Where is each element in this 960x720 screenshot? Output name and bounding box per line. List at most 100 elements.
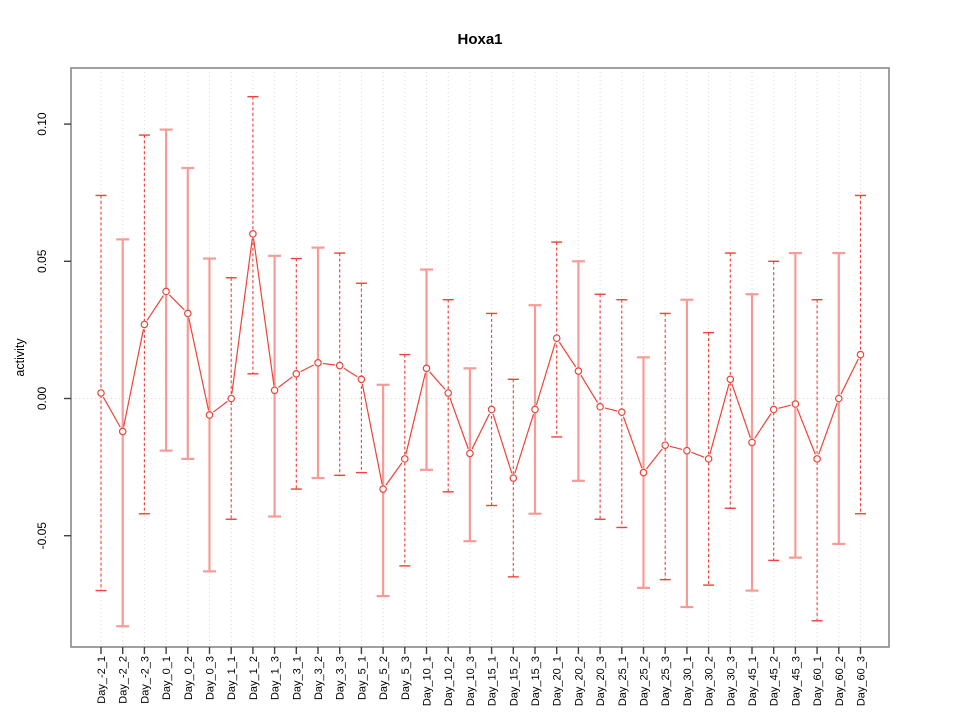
series-segment	[169, 294, 185, 311]
series-segment	[449, 397, 469, 450]
series-segment	[123, 328, 145, 427]
x-tick-label: Day_-2_3	[139, 656, 151, 704]
x-tick-label: Day_20_2	[573, 656, 585, 706]
x-tick-label: Day_5_2	[378, 656, 390, 700]
data-point	[661, 441, 670, 449]
data-point	[813, 455, 821, 463]
x-tick-label: Day_60_2	[834, 656, 846, 706]
x-tick-label: Day_3_2	[313, 656, 325, 700]
data-point	[704, 455, 713, 463]
x-tick-label: Day_15_3	[530, 656, 542, 706]
series-segment	[146, 295, 164, 321]
series-segment	[778, 404, 791, 409]
x-tick-label: Day_15_2	[508, 656, 520, 706]
data-point	[552, 334, 561, 342]
x-tick-label: Day_60_1	[812, 656, 824, 706]
data-point	[400, 455, 409, 463]
series-segment	[322, 362, 336, 366]
series-segment	[709, 383, 730, 455]
x-tick-label: Day_25_3	[660, 656, 672, 706]
y-tick-label: 0.10	[35, 112, 49, 136]
plot-border	[70, 67, 890, 648]
series-segment	[646, 448, 663, 470]
data-point	[205, 411, 214, 419]
x-tick-label: Day_1_1	[226, 656, 238, 700]
data-point	[487, 405, 496, 414]
data-point	[769, 405, 778, 414]
series-segment	[754, 413, 772, 439]
y-tick-label: -0.05	[35, 522, 49, 550]
series-segment	[405, 372, 426, 455]
series-segment	[361, 383, 383, 485]
x-tick-label: Day_10_3	[465, 656, 477, 706]
vertical-gridlines	[100, 68, 861, 647]
series-segment	[385, 462, 403, 486]
data-point	[726, 375, 735, 384]
data-point	[357, 375, 366, 384]
data-points	[97, 230, 865, 493]
data-point	[596, 402, 604, 411]
data-point	[97, 389, 105, 397]
series-segment	[840, 358, 859, 395]
series-segment	[558, 341, 577, 368]
error-bars	[95, 95, 866, 628]
x-tick-label: Day_25_2	[639, 656, 651, 706]
x-tick-label: Day_45_2	[769, 656, 781, 706]
data-point	[249, 230, 257, 238]
y-tick-labels: 0.10 0.05 0.00 -0.05	[35, 112, 49, 549]
y-tick-label: 0.05	[35, 249, 49, 273]
x-tick-labels: Day_-2_1 Day_-2_2 Day_-2_3 Day_0_1 Day_0_2 Da…	[96, 656, 868, 706]
plot-box	[70, 67, 890, 648]
series-segment	[818, 402, 838, 455]
x-tick-label: Day_0_1	[161, 656, 173, 700]
x-tick-label: Day_15_1	[487, 656, 499, 706]
x-axis-ticks	[100, 647, 862, 654]
x-tick-label: Day_30_3	[725, 656, 737, 706]
x-tick-label: Day_25_1	[617, 656, 629, 706]
data-point	[379, 485, 387, 493]
series-segment	[343, 367, 358, 378]
y-axis-title: activity	[13, 338, 27, 377]
x-tick-label: Day_-2_1	[96, 656, 108, 704]
x-tick-label: Day_1_2	[248, 656, 260, 700]
chart-title: Hoxa1	[457, 31, 502, 48]
series-line	[102, 238, 859, 486]
data-point	[574, 367, 583, 375]
data-point	[683, 446, 691, 455]
x-tick-label: Day_20_3	[595, 656, 607, 706]
x-tick-label: Day_0_2	[183, 656, 195, 700]
data-point	[748, 438, 756, 447]
series-segment	[669, 445, 683, 451]
data-point	[791, 400, 800, 408]
data-point	[140, 320, 149, 329]
data-point	[444, 389, 453, 397]
series-segment	[429, 371, 446, 390]
data-point	[227, 394, 236, 403]
x-tick-label: Day_-2_2	[118, 656, 130, 704]
x-tick-label: Day_3_3	[335, 656, 347, 700]
x-tick-label: Day_30_2	[704, 656, 716, 706]
data-point	[531, 405, 539, 414]
data-point	[509, 474, 518, 482]
data-point	[292, 370, 301, 378]
data-point	[466, 449, 474, 458]
series-segment	[252, 238, 275, 386]
x-tick-label: Day_20_1	[552, 656, 564, 706]
series-segment	[535, 342, 556, 406]
series-segment	[300, 364, 314, 373]
x-tick-label: Day_10_2	[443, 656, 455, 706]
x-tick-label: Day_5_1	[356, 656, 368, 700]
series-segment	[492, 413, 513, 474]
series-segment	[580, 374, 599, 403]
series-segment	[102, 396, 121, 428]
x-tick-label: Day_10_1	[422, 656, 434, 706]
data-point	[639, 468, 648, 477]
y-tick-label: 0.00	[35, 386, 49, 410]
data-point	[162, 287, 170, 296]
series-segment	[796, 408, 816, 455]
series-segment	[622, 416, 643, 469]
series-segment	[278, 376, 293, 388]
series-segment	[691, 451, 705, 458]
series-segment	[188, 318, 210, 411]
